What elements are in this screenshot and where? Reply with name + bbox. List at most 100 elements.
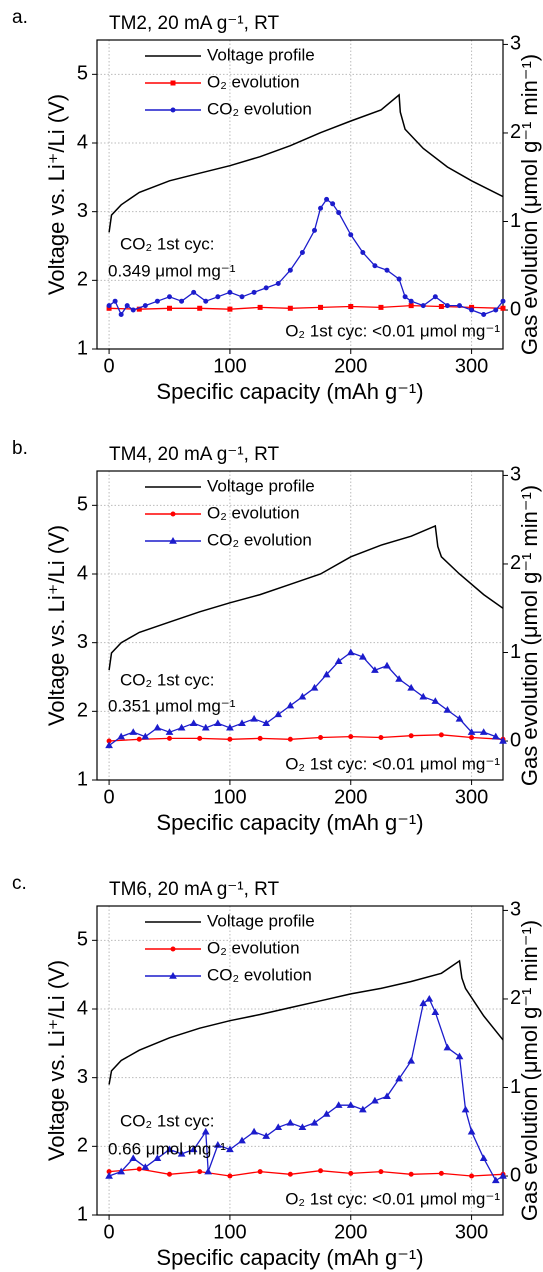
y2-axis-label: Gas evolution (μmol g⁻¹ min⁻¹) <box>517 54 542 355</box>
y2-axis-label: Gas evolution (μmol g⁻¹ min⁻¹) <box>517 920 542 1221</box>
y-tick-label: 1 <box>77 768 88 790</box>
marker <box>420 303 426 309</box>
marker <box>287 1171 293 1177</box>
x-tick-label: 100 <box>213 1221 246 1243</box>
marker <box>431 697 440 704</box>
marker <box>250 1127 258 1135</box>
marker <box>378 1169 384 1175</box>
legend-label: O₂ evolution <box>207 503 300 522</box>
legend-label: CO₂ evolution <box>207 530 312 549</box>
legend-label: O₂ evolution <box>207 72 300 91</box>
y-tick-label: 5 <box>77 494 88 516</box>
marker <box>201 1127 210 1135</box>
marker <box>493 307 499 313</box>
marker <box>257 1169 263 1175</box>
marker <box>336 210 342 216</box>
marker <box>179 298 185 304</box>
marker <box>117 1167 126 1175</box>
marker <box>408 303 414 309</box>
marker <box>455 714 464 722</box>
y2-tick-label: 0 <box>510 298 521 320</box>
marker <box>274 1123 283 1131</box>
marker <box>141 732 150 740</box>
series-line <box>109 1168 503 1177</box>
marker <box>136 736 142 742</box>
annotation: CO₂ 1st cyc: <box>120 670 214 689</box>
marker <box>167 305 172 311</box>
x-tick-label: 0 <box>104 355 115 377</box>
marker <box>124 303 130 309</box>
plot-frame <box>96 905 504 1216</box>
marker <box>118 311 124 317</box>
marker <box>318 304 324 310</box>
x-tick-label: 100 <box>213 786 246 808</box>
y-tick-label: 5 <box>77 63 88 85</box>
marker <box>324 196 330 202</box>
marker <box>408 298 414 304</box>
marker <box>318 205 324 211</box>
marker <box>310 683 319 691</box>
y-tick-label: 5 <box>77 929 88 951</box>
annotation: 0.351 μmol mg⁻¹ <box>108 696 236 715</box>
marker <box>274 710 283 718</box>
plot-frame <box>96 470 504 781</box>
legend-marker <box>170 80 176 86</box>
marker <box>310 1118 319 1126</box>
marker <box>142 303 148 309</box>
y2-tick-label: 0 <box>510 1164 521 1186</box>
panel-label: b. <box>12 438 28 459</box>
marker <box>322 670 331 678</box>
y2-tick-label: 1 <box>510 641 521 663</box>
plot-frame <box>96 39 504 350</box>
marker <box>348 232 354 238</box>
y-tick-label: 3 <box>77 631 88 653</box>
y2-tick-label: 2 <box>510 552 521 574</box>
x-tick-label: 200 <box>334 1221 367 1243</box>
marker <box>167 735 172 741</box>
y-tick-label: 2 <box>77 269 88 291</box>
y2-tick-label: 3 <box>510 899 521 921</box>
legend-label: Voltage profile <box>207 911 315 930</box>
x-axis-label: Specific capacity (mAh g⁻¹) <box>156 379 423 404</box>
x-axis-label: Specific capacity (mAh g⁻¹) <box>156 1245 423 1270</box>
marker <box>438 732 444 738</box>
annotation: 0.349 μmol mg⁻¹ <box>108 261 236 280</box>
marker <box>438 304 444 310</box>
annotation: O₂ 1st cyc: <0.01 μmol mg⁻¹ <box>285 754 500 773</box>
y-tick-label: 2 <box>77 700 88 722</box>
marker <box>287 267 293 273</box>
marker <box>358 1105 367 1113</box>
marker <box>438 1170 444 1176</box>
marker <box>262 719 271 727</box>
marker <box>499 737 507 744</box>
marker <box>275 280 281 286</box>
y2-tick-label: 1 <box>510 1076 521 1098</box>
marker <box>129 728 138 735</box>
marker <box>238 719 246 727</box>
legend-label: Voltage profile <box>207 476 315 495</box>
marker <box>455 1052 464 1060</box>
marker <box>500 305 506 311</box>
marker <box>395 675 403 682</box>
marker <box>358 652 367 660</box>
marker <box>287 305 293 311</box>
y-tick-label: 1 <box>77 1203 88 1225</box>
x-tick-label: 200 <box>334 786 367 808</box>
series-line <box>109 734 503 742</box>
marker <box>457 303 462 309</box>
panel-label: a. <box>12 7 28 28</box>
legend-label: O₂ evolution <box>207 938 300 957</box>
y2-tick-label: 2 <box>510 987 521 1009</box>
marker <box>112 298 118 304</box>
marker <box>378 735 384 741</box>
marker <box>500 298 506 304</box>
marker <box>238 1136 246 1144</box>
marker <box>408 1171 414 1177</box>
marker <box>226 723 234 731</box>
marker <box>239 294 245 300</box>
marker <box>346 1101 355 1108</box>
marker <box>263 285 269 291</box>
legend-label: Voltage profile <box>207 45 315 64</box>
